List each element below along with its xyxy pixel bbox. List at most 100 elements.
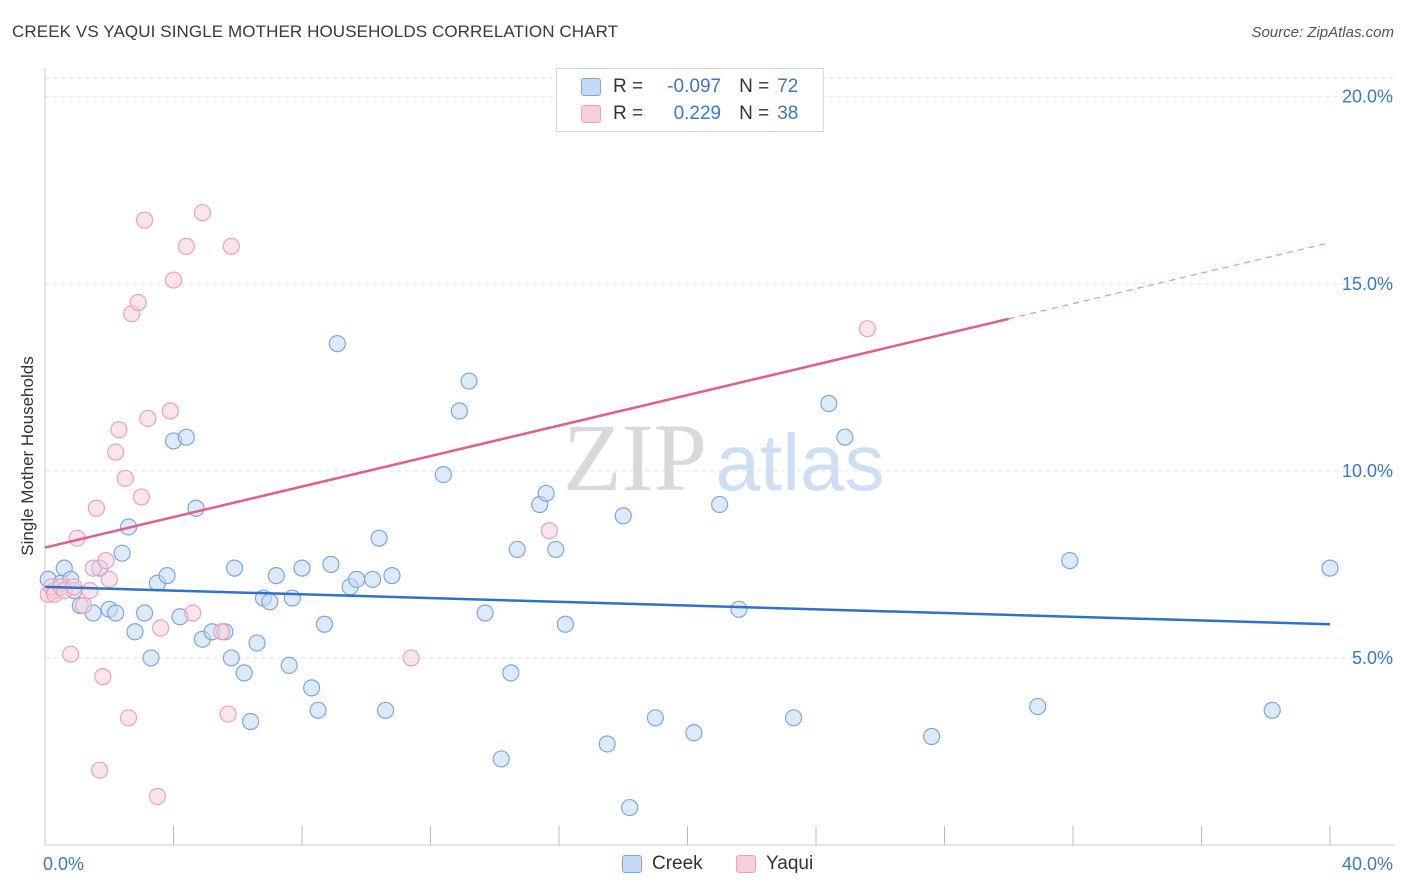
- creek-swatch: [581, 78, 601, 96]
- creek-point: [315, 615, 334, 633]
- yaqui-point: [91, 761, 109, 779]
- legend-n-label: N =: [739, 76, 770, 97]
- creek-point: [142, 649, 160, 667]
- legend-r-label: R =: [613, 76, 644, 97]
- yaqui-point: [139, 409, 157, 428]
- yaqui-point: [132, 488, 150, 506]
- creek-point: [711, 495, 729, 514]
- creek-point: [280, 656, 298, 675]
- creek-point: [348, 570, 366, 588]
- creek-point: [322, 555, 340, 573]
- creek-point: [126, 623, 144, 641]
- x-tick-label-min: 0.0%: [43, 854, 84, 874]
- yaqui-point: [97, 552, 115, 570]
- yaqui-point: [119, 709, 138, 727]
- yaqui-point: [129, 293, 147, 312]
- yaqui-point: [402, 649, 420, 667]
- creek-point: [450, 402, 469, 420]
- yaqui-point: [110, 421, 128, 439]
- y-tick-label: 15.0%: [1342, 274, 1393, 294]
- creek-point: [235, 664, 253, 682]
- yaqui-point: [858, 320, 877, 338]
- creek-point: [158, 567, 176, 585]
- yaqui-point: [100, 570, 118, 588]
- creek-point: [242, 712, 260, 731]
- source-label: Source: ZipAtlas.com: [1251, 24, 1394, 41]
- creek-r-value: -0.097: [667, 76, 722, 97]
- creek-point: [492, 750, 510, 768]
- yaqui-legend-label: Yaqui: [766, 853, 814, 874]
- yaqui-point: [107, 443, 125, 461]
- creek-point: [267, 567, 285, 585]
- creek-point: [328, 335, 346, 353]
- legend-n-label: N =: [739, 103, 770, 124]
- yaqui-swatch: [581, 105, 601, 123]
- creek-point: [107, 604, 125, 622]
- yaqui-point: [161, 402, 179, 420]
- yaqui-point: [219, 705, 237, 723]
- yaqui-point: [148, 787, 167, 805]
- bottom-legend-creek: Creek: [622, 852, 703, 876]
- creek-point: [309, 701, 327, 719]
- creek-point: [364, 570, 382, 588]
- creek-point: [303, 679, 321, 697]
- creek-point: [261, 593, 279, 611]
- creek-point: [225, 559, 244, 577]
- y-tick-label: 5.0%: [1352, 648, 1393, 668]
- watermark-atlas: atlas: [716, 418, 885, 507]
- yaqui-point: [74, 596, 93, 615]
- yaqui-point: [152, 619, 170, 637]
- legend-r-label: R =: [613, 103, 644, 124]
- creek-point: [621, 798, 639, 817]
- creek-point: [1321, 559, 1339, 577]
- yaqui-point: [87, 499, 106, 517]
- creek-point: [502, 664, 520, 682]
- creek-point: [1263, 701, 1281, 719]
- creek-point: [598, 735, 616, 753]
- creek-point: [685, 724, 703, 742]
- creek-point: [1029, 697, 1047, 716]
- creek-point: [820, 394, 838, 413]
- creek-point: [476, 604, 494, 622]
- creek-point: [730, 600, 748, 618]
- creek-point: [923, 727, 941, 746]
- yaqui-point: [62, 645, 80, 663]
- yaqui-point: [184, 604, 202, 622]
- y-tick-label: 10.0%: [1342, 461, 1393, 481]
- yaqui-point: [81, 581, 99, 600]
- legend-row-creek: R = -0.097 N = 72: [581, 74, 798, 100]
- yaqui-r-value: 0.229: [673, 103, 722, 124]
- yaqui-point: [135, 211, 154, 229]
- creek-point: [556, 615, 575, 633]
- yaqui-point: [164, 271, 183, 289]
- creek-point: [508, 540, 526, 559]
- y-tick-label: 20.0%: [1342, 87, 1393, 107]
- yaqui-trend-extension: [1008, 242, 1331, 320]
- legend-row-yaqui: R = 0.229 N = 38: [581, 101, 798, 127]
- creek-point: [646, 709, 664, 727]
- chart-title: CREEK VS YAQUI SINGLE MOTHER HOUSEHOLDS …: [12, 22, 619, 41]
- yaqui-point: [94, 668, 112, 686]
- creek-point: [836, 428, 854, 446]
- yaqui-point: [540, 522, 558, 540]
- bottom-legend-yaqui: Yaqui: [736, 852, 813, 876]
- creek-point: [370, 529, 388, 547]
- yaqui-point: [213, 623, 231, 641]
- yaqui-trend-line: [44, 317, 1010, 549]
- creek-point: [283, 589, 301, 607]
- creek-point: [1061, 552, 1079, 570]
- creek-legend-swatch: [622, 855, 642, 873]
- creek-point: [434, 465, 452, 484]
- creek-point: [222, 649, 240, 667]
- x-tick-label-max: 40.0%: [1342, 854, 1393, 874]
- creek-point: [248, 634, 266, 652]
- creek-point: [460, 372, 478, 390]
- creek-point: [614, 507, 632, 525]
- yaqui-point: [222, 237, 240, 255]
- yaqui-point: [193, 204, 212, 222]
- creek-point: [784, 709, 803, 727]
- creek-point: [537, 484, 555, 502]
- yaqui-legend-swatch: [736, 855, 756, 873]
- watermark-zip: ZIP: [563, 404, 707, 511]
